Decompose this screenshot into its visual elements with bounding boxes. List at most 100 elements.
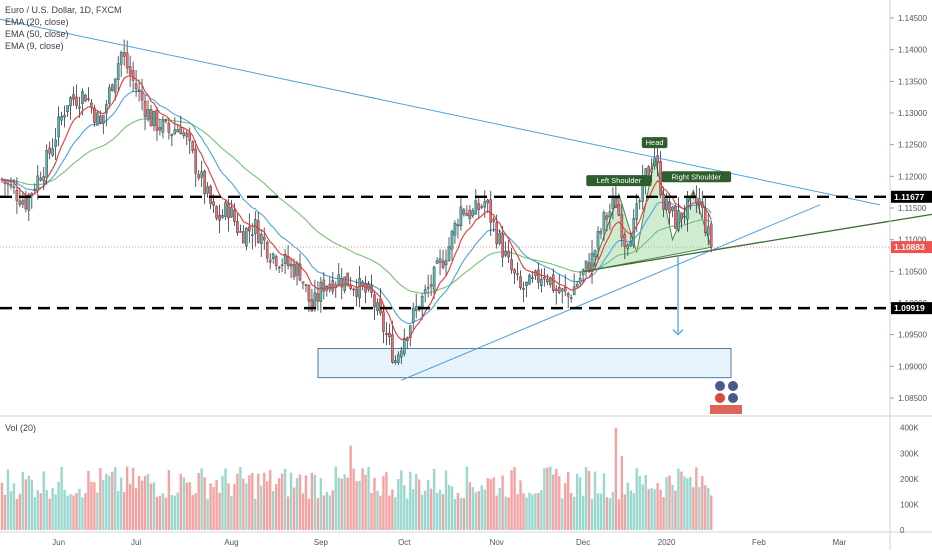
candle [72,86,75,106]
candle-body [432,266,436,291]
candle-body [423,289,427,294]
volume-bar [450,486,454,530]
volume-bar [173,495,177,530]
candle-body [408,325,412,338]
target-arrow-head [672,329,684,336]
candle [90,99,93,114]
volume-bar [412,489,415,530]
candle [155,106,159,141]
candle-body [525,281,528,286]
volume-bar [164,497,168,530]
candle [549,277,552,288]
candle-body [647,166,650,175]
candle-body [134,83,138,90]
candle-body [391,334,394,363]
candle-body [170,133,174,137]
volume-bar [137,475,141,530]
candle [403,328,406,357]
candle [546,273,549,286]
candle-body [602,212,606,231]
candle [528,273,531,285]
legend-ema50: EMA (50, close) [5,29,69,39]
candle [340,268,344,300]
volume-bar [81,497,84,530]
candle [703,197,707,237]
candle-body [191,141,195,151]
candle-body [608,211,612,218]
volume-bar [367,466,370,530]
drawings-back [0,155,890,379]
candle [596,226,600,260]
candle-body [438,258,442,263]
candle-body [507,250,510,258]
candle-body [206,186,209,194]
candle-body [569,297,573,299]
volume-bar [322,495,326,530]
volume-bar [498,487,501,530]
volume-bar [546,467,549,530]
candle [671,205,674,218]
candle-body [128,66,132,75]
candle [87,87,90,102]
candle [161,115,165,139]
volume-bar [400,470,403,530]
candle-body [36,175,40,191]
candle [283,249,287,274]
volume-bar [18,493,22,530]
volume-bar [161,493,165,530]
candle [647,165,650,175]
candle-body [346,272,349,287]
volume-bar [340,478,343,530]
candle-body [322,279,326,292]
candle [355,279,358,307]
candle [665,192,668,211]
volume-bar [227,483,230,530]
y-tick-label: 1.08500 [898,394,927,403]
candle-body [310,299,314,312]
target-zone [317,348,732,379]
candle-body [45,150,48,178]
candle [182,127,186,139]
volume-bar [128,483,132,530]
candle-body [671,206,674,211]
candle-body [227,203,230,219]
volume-bar [33,497,36,530]
volume-bar [441,494,445,530]
volume-bar [251,472,254,530]
candle-body [164,119,168,122]
candle-body [251,234,254,237]
ema9-line [1,75,712,341]
volume-bar [495,495,498,530]
candle [474,189,478,215]
candle-body [12,186,16,188]
volume-bar [30,479,33,530]
candle [510,247,513,274]
candle-body [152,111,156,127]
ema9-layer [1,75,712,341]
volume-bar [39,493,42,530]
volume-bar [575,473,579,530]
legend-ema20: EMA (20, close) [5,17,69,27]
volume-bar [620,455,624,530]
candle [57,106,60,146]
candle-body [289,263,293,267]
candle [143,94,147,131]
candle-body [557,287,561,293]
candle [15,177,19,215]
candle-body [593,250,597,257]
candle [584,260,588,278]
candle-body [298,263,302,281]
volume-bar [629,490,632,530]
candle [465,205,469,217]
candle [453,220,457,244]
candle-body [131,70,135,81]
candle [397,351,400,365]
volume-bar [376,490,379,530]
volume-bar [295,478,299,530]
candle [537,262,540,290]
candle [623,231,627,260]
candle [280,258,284,273]
volume-bar [191,494,194,530]
candle [48,141,51,160]
